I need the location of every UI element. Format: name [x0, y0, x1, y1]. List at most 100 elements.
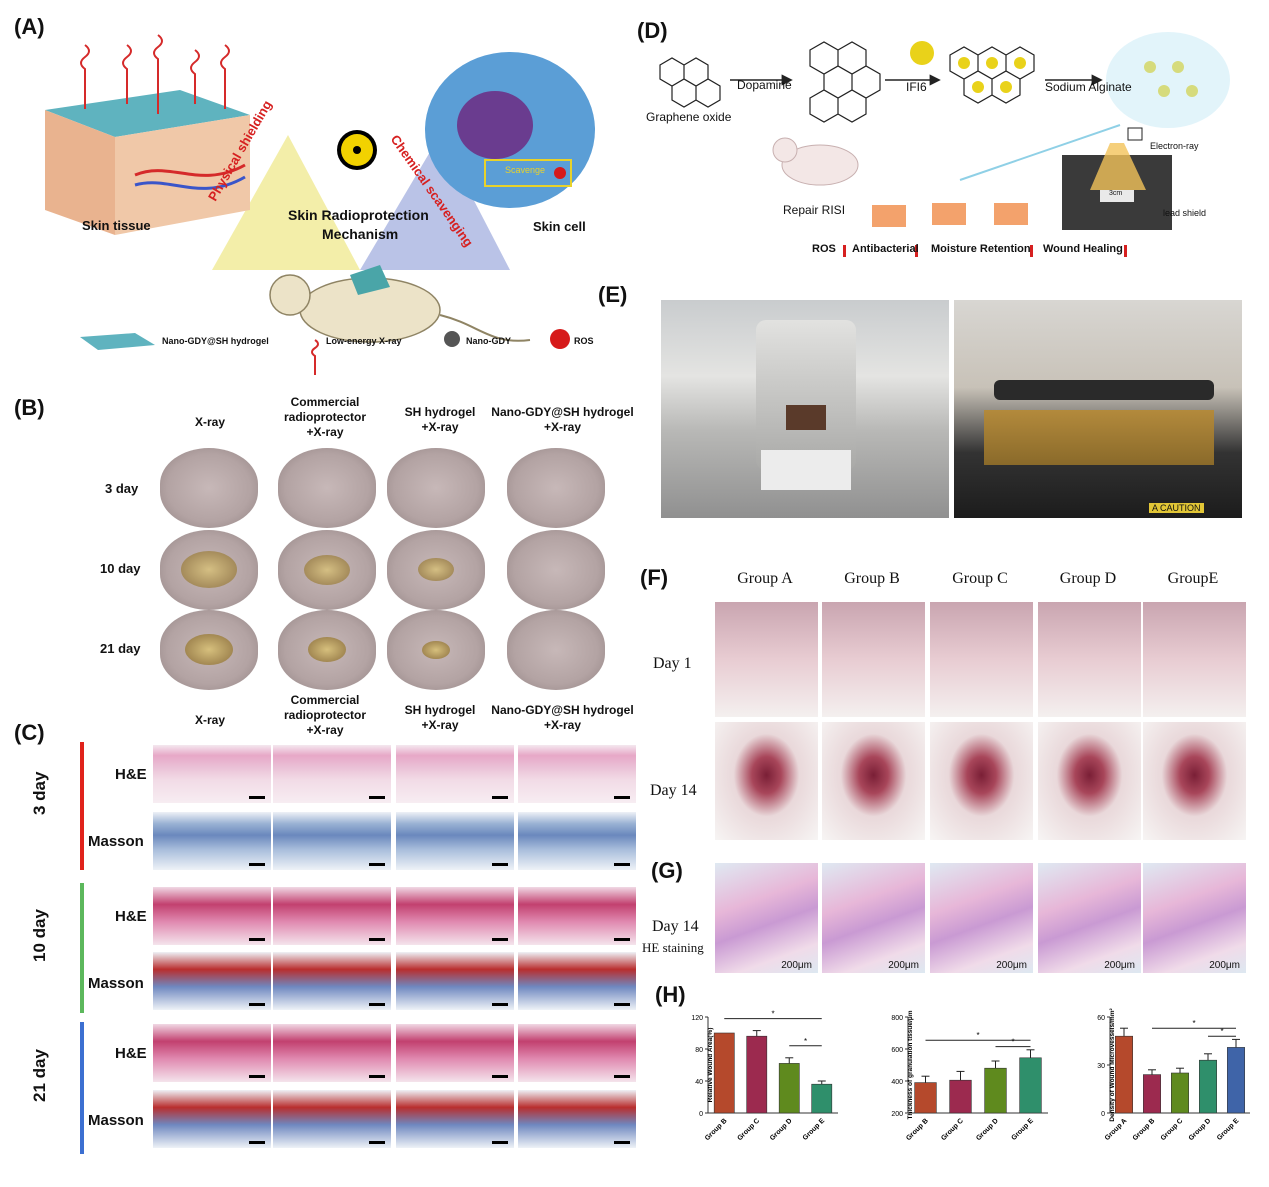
masson-stain-image — [396, 812, 514, 870]
scale-bar — [614, 863, 630, 866]
c-group-bar-10day — [80, 883, 84, 1013]
panel-a-illustration — [45, 34, 595, 375]
c-col-sh: SH hydrogel +X-ray — [404, 703, 476, 732]
dopamine-label: Dopamine — [737, 78, 792, 92]
masson-stain-image — [273, 812, 391, 870]
significance-mark: * — [1192, 1019, 1195, 1028]
y-tick-label: 120 — [691, 1015, 703, 1022]
scale-label: 200μm — [996, 960, 1027, 971]
b-wound-photo — [507, 530, 605, 610]
f-col-group: Group C — [952, 570, 1008, 587]
c-col-nanogdy: Nano-GDY@SH hydrogel +X-ray — [491, 703, 634, 732]
sodium-alginate-label: Sodium Alginate — [1045, 80, 1132, 94]
significance-mark: * — [1011, 1038, 1014, 1047]
y-tick-label: 80 — [695, 1047, 703, 1054]
scale-bar — [249, 863, 265, 866]
hydrogel-setup-photo: A CAUTION — [954, 300, 1242, 518]
b-wound-photo — [160, 610, 258, 690]
scale-bar — [249, 1141, 265, 1144]
bar — [811, 1083, 833, 1114]
b-wound-photo — [278, 448, 376, 528]
he-stain-image — [153, 1024, 271, 1082]
scale-label: 200μm — [1104, 960, 1135, 971]
x-tick-label: Group A — [1104, 1117, 1129, 1142]
day1-mouse-photo — [822, 602, 925, 717]
g-row-hestaining: HE staining — [642, 940, 704, 955]
day14-mouse-photo — [715, 722, 818, 840]
legend-nanogdy-icon — [444, 331, 460, 347]
y-tick-label: 60 — [1097, 1015, 1105, 1022]
x-tick-label: Group B — [1132, 1117, 1157, 1142]
scale-bar — [369, 1141, 385, 1144]
f-col-group: Group B — [844, 570, 900, 587]
masson-stain-image — [518, 1090, 636, 1148]
scale-bar — [369, 938, 385, 941]
significance-mark: * — [771, 1010, 774, 1019]
he-stain-image — [273, 887, 391, 945]
b-wound-photo — [387, 530, 485, 610]
b-col-commercial: Commercial radioprotector +X-ray — [283, 395, 366, 439]
f-row-day1: Day 1 — [653, 655, 692, 672]
b-wound-photo — [160, 448, 258, 528]
wound-spot — [418, 558, 454, 582]
ifi6-sphere-icon — [910, 41, 934, 65]
scale-bar — [614, 1075, 630, 1078]
masson-stain-image — [396, 1090, 514, 1148]
g-he-image: 200μm — [930, 863, 1033, 973]
b-wound-photo — [507, 448, 605, 528]
skin-tissue-label: Skin tissue — [82, 218, 151, 233]
dose-depth-label: 3cm — [1109, 190, 1123, 197]
c-stain-he-3: H&E — [115, 766, 147, 783]
y-tick-label: 800 — [891, 1015, 903, 1022]
y-tick-label: 0 — [699, 1111, 703, 1118]
panel-label-h: (H) — [655, 982, 686, 1007]
x-tick-label: Group E — [1010, 1117, 1035, 1142]
c-group-label-10day: 10 day — [30, 909, 49, 962]
panel-label-c: (C) — [14, 720, 45, 745]
scale-bar — [614, 1141, 630, 1144]
c-stain-he-10: H&E — [115, 908, 147, 925]
masson-stain-image — [518, 812, 636, 870]
g-he-image: 200μm — [1038, 863, 1141, 973]
x-tick-label: Group C — [940, 1117, 965, 1142]
he-stain-image — [396, 887, 514, 945]
scale-bar — [249, 796, 265, 799]
scale-bar — [492, 796, 508, 799]
b-row-21day: 21 day — [100, 641, 141, 656]
c-group-bar-21day — [80, 1022, 84, 1154]
panel-label-d: (D) — [637, 18, 668, 43]
y-axis-label: Density of Wound Microvessels/mm² — [1109, 1008, 1116, 1122]
day1-mouse-photo — [930, 602, 1033, 717]
c-stain-masson-3: Masson — [88, 833, 144, 850]
bar — [914, 1082, 937, 1114]
he-stain-image — [153, 887, 271, 945]
panel-label-g: (G) — [651, 858, 683, 883]
scale-bar — [492, 1003, 508, 1006]
scale-bar — [369, 1003, 385, 1006]
legend-hydrogel-icon — [80, 333, 155, 350]
c-col-xray: X-ray — [194, 713, 226, 727]
panel-label-e: (E) — [598, 282, 628, 307]
b-wound-photo — [160, 530, 258, 610]
scavenge-label: Scavenge — [505, 165, 546, 175]
scale-label: 200μm — [1209, 960, 1240, 971]
g-he-image: 200μm — [822, 863, 925, 973]
significance-mark: * — [976, 1031, 979, 1040]
lead-shield-label: lead shield — [1163, 208, 1207, 218]
scale-label: 200μm — [781, 960, 812, 971]
wound-spot — [422, 640, 450, 659]
scale-bar — [249, 1075, 265, 1078]
bar — [984, 1067, 1007, 1114]
ifi6-label: IFI6 — [906, 80, 927, 94]
b-row-3day: 3 day — [105, 481, 139, 496]
electron-ray-label: Electron-ray — [1150, 141, 1199, 151]
day14-mouse-photo — [822, 722, 925, 840]
outcome-ros: ROS — [812, 243, 836, 255]
bar — [1019, 1057, 1042, 1114]
c-group-bar-3day — [80, 742, 84, 870]
b-col-sh: SH hydrogel +X-ray — [404, 405, 476, 434]
f-col-group: Group A — [737, 570, 793, 587]
he-stain-image — [396, 745, 514, 803]
legend-xray-icon — [311, 339, 319, 375]
